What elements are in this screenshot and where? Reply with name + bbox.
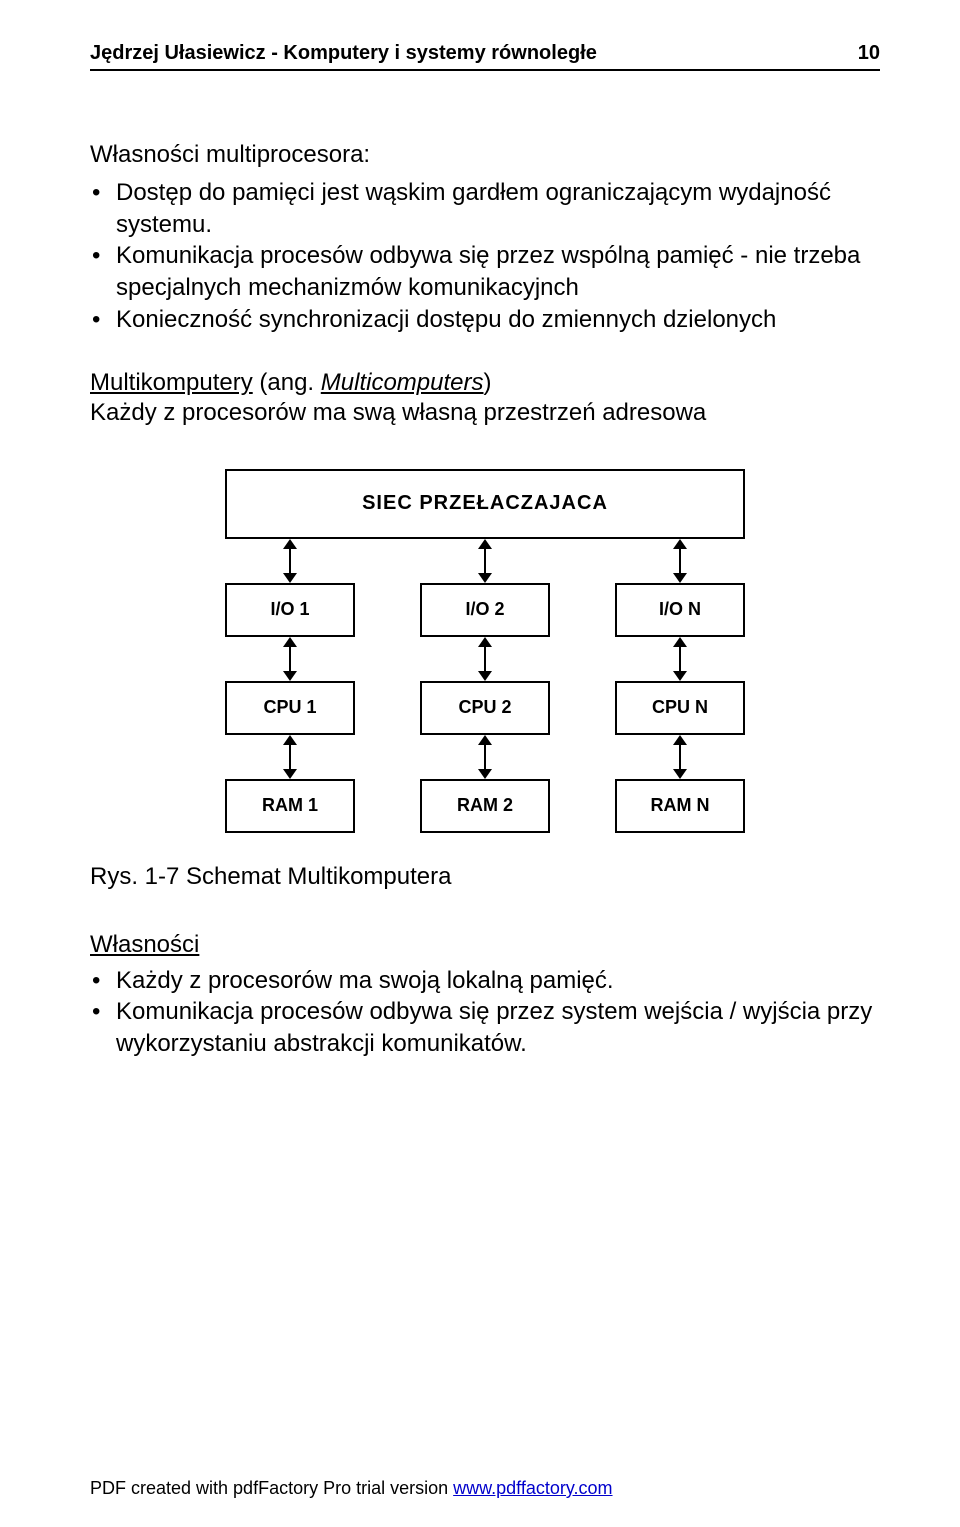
list-item: Komunikacja procesów odbywa się przez sy… <box>90 996 880 1059</box>
list-item: Każdy z procesorów ma swoją lokalną pami… <box>90 965 880 997</box>
footer-link[interactable]: www.pdffactory.com <box>453 1478 612 1498</box>
section3-title: Własności <box>90 931 880 959</box>
list-item: Konieczność synchronizacji dostępu do zm… <box>90 304 880 336</box>
ram-box: RAM N <box>615 779 745 833</box>
figure-caption: Rys. 1-7 Schemat Multikomputera <box>90 863 880 891</box>
ram-box: RAM 2 <box>420 779 550 833</box>
header-rule <box>90 69 880 71</box>
subhead-open: (ang. <box>253 369 321 396</box>
cpu-box: CPU N <box>615 681 745 735</box>
subhead-close: ) <box>483 369 491 396</box>
section2-desc: Każdy z procesorów ma swą własną przestr… <box>90 397 880 428</box>
multicomputer-diagram: SIEC PRZEŁACZAJACA I/O 1 I/O 2 I/O N CPU… <box>225 469 745 833</box>
page-number: 10 <box>858 42 880 65</box>
header-title: Jędrzej Ułasiewicz - Komputery i systemy… <box>90 42 597 65</box>
ram-box: RAM 1 <box>225 779 355 833</box>
ram-row: RAM 1 RAM 2 RAM N <box>225 779 745 833</box>
section2-heading: Multikomputery (ang. Multicomputers) <box>90 369 880 397</box>
list-item: Komunikacja procesów odbywa się przez ws… <box>90 240 880 303</box>
connector-row <box>225 637 745 681</box>
section3-list: Każdy z procesorów ma swoją lokalną pami… <box>90 965 880 1060</box>
io-box: I/O N <box>615 583 745 637</box>
cpu-row: CPU 1 CPU 2 CPU N <box>225 681 745 735</box>
page-header: Jędrzej Ułasiewicz - Komputery i systemy… <box>90 42 880 69</box>
footer-text: PDF created with pdfFactory Pro trial ve… <box>90 1478 453 1498</box>
section1-title: Własności multiprocesora: <box>90 141 880 169</box>
section1-list: Dostęp do pamięci jest wąskim gardłem og… <box>90 177 880 335</box>
connector-row <box>225 539 745 583</box>
switch-box: SIEC PRZEŁACZAJACA <box>225 469 745 539</box>
list-item: Dostęp do pamięci jest wąskim gardłem og… <box>90 177 880 240</box>
io-box: I/O 2 <box>420 583 550 637</box>
io-row: I/O 1 I/O 2 I/O N <box>225 583 745 637</box>
cpu-box: CPU 1 <box>225 681 355 735</box>
subhead-term: Multicomputers <box>321 369 484 396</box>
subhead-main: Multikomputery <box>90 369 253 396</box>
connector-row <box>225 735 745 779</box>
page-footer: PDF created with pdfFactory Pro trial ve… <box>90 1478 613 1499</box>
io-box: I/O 1 <box>225 583 355 637</box>
cpu-box: CPU 2 <box>420 681 550 735</box>
